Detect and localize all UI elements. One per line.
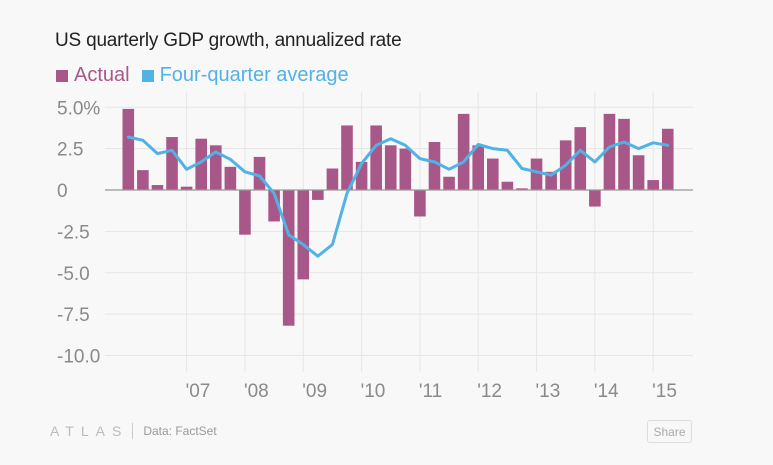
- bar-2015Q2: [661, 128, 674, 190]
- x-tick-label: '09: [302, 381, 327, 402]
- y-tick-label: 5.0%: [57, 98, 100, 119]
- bar-2015Q1: [647, 180, 659, 190]
- bar-2007Q2: [195, 138, 207, 190]
- x-tick-label: '07: [186, 381, 211, 402]
- legend-label-actual: Actual: [74, 64, 130, 86]
- data-source: Data: FactSet: [143, 424, 217, 438]
- bar-2007Q3: [209, 145, 222, 190]
- x-tick-label: '08: [244, 381, 269, 402]
- bar-2014Q3: [618, 118, 630, 190]
- bar-2013Q2: [545, 171, 557, 190]
- bar-2010Q3: [384, 145, 397, 190]
- bar-2006Q4: [166, 137, 178, 190]
- bar-2011Q3: [443, 176, 455, 190]
- bar-2013Q1: [530, 158, 543, 190]
- y-tick-label: 2.5: [57, 140, 83, 161]
- bar-2008Q2: [253, 156, 266, 190]
- x-axis-ticks: '07 '08 '09 '10 '11 '12 '13 '14 '15: [186, 381, 677, 402]
- y-axis-ticks: 5.0% 2.5 0 -2.5 -5.0 -7.5 -10.0: [57, 98, 100, 367]
- bar-2012Q4: [516, 188, 528, 190]
- bar-2011Q2: [428, 142, 441, 190]
- bar-2013Q4: [574, 127, 587, 190]
- bar-2011Q4: [457, 113, 470, 190]
- bar-2006Q1: [122, 108, 135, 190]
- atlas-logo: ATLAS: [50, 423, 129, 439]
- y-tick-label: -5.0: [57, 264, 90, 285]
- line-series-four-quarter-average: [126, 135, 670, 258]
- bar-2012Q3: [501, 181, 514, 190]
- legend-label-four-quarter-average: Four-quarter average: [159, 64, 349, 86]
- bar-2010Q1: [355, 161, 368, 190]
- bar-2012Q2: [487, 158, 499, 190]
- x-tick-label: '11: [419, 381, 442, 402]
- y-tick-label: -7.5: [57, 305, 90, 326]
- bar-2008Q4: [282, 190, 295, 326]
- bar-2014Q4: [632, 155, 645, 190]
- legend: Actual Four-quarter average: [56, 64, 361, 87]
- legend-swatch-actual: [56, 69, 68, 82]
- bar-2012Q1: [472, 145, 485, 190]
- line-four-quarter-average: [126, 135, 670, 258]
- bar-2006Q2: [137, 170, 149, 190]
- bar-2007Q4: [224, 166, 237, 190]
- bar-2006Q3: [151, 185, 164, 190]
- bar-2009Q1: [297, 190, 310, 280]
- bar-2011Q1: [414, 190, 426, 217]
- x-tick-label: '14: [594, 381, 619, 402]
- x-tick-label: '13: [536, 381, 561, 402]
- bar-2009Q4: [341, 125, 353, 190]
- legend-swatch-four-quarter-average: [141, 69, 154, 82]
- bar-2010Q2: [370, 125, 382, 190]
- bar-2014Q1: [589, 190, 601, 207]
- bar-2008Q1: [239, 190, 251, 235]
- share-button[interactable]: Share: [647, 420, 692, 443]
- y-tick-label: 0: [57, 181, 68, 202]
- chart-title: US quarterly GDP growth, annualized rate: [55, 30, 402, 51]
- footer: ATLAS Data: FactSet: [50, 423, 217, 439]
- bar-2009Q2: [312, 190, 324, 200]
- legend-item-actual: Actual: [56, 64, 130, 87]
- bar-2014Q2: [603, 113, 616, 190]
- bar-2010Q4: [399, 148, 412, 190]
- bar-2009Q3: [326, 168, 339, 190]
- footer-divider: [132, 423, 134, 439]
- x-tick-label: '15: [652, 381, 677, 402]
- y-tick-label: -10.0: [57, 347, 100, 368]
- bar-2008Q3: [268, 190, 280, 222]
- legend-item-four-quarter-average: Four-quarter average: [141, 64, 349, 87]
- x-tick-label: '12: [477, 381, 502, 402]
- x-tick-label: '10: [361, 381, 386, 402]
- gridlines: [105, 92, 693, 372]
- bar-2007Q1: [180, 186, 193, 190]
- y-tick-label: -2.5: [57, 222, 90, 243]
